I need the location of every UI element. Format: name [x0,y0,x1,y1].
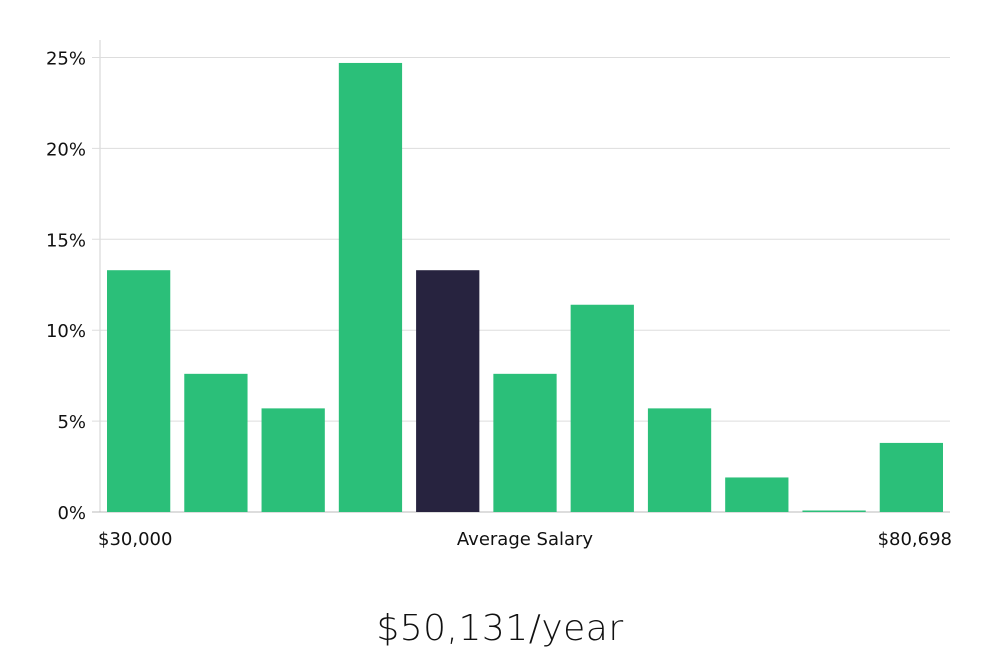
y-tick-label: 5% [57,412,86,433]
bar [879,442,943,512]
bar [107,270,171,512]
y-tick-label: 15% [46,230,86,251]
average-salary-value: $50,131/year [376,608,624,649]
x-label-min: $30,000 [98,529,173,550]
bar [725,477,789,512]
bar [493,373,557,512]
x-label-max: $80,698 [877,529,952,550]
bar-average-salary [416,270,480,512]
y-tick-label: 20% [46,139,86,160]
x-label-center: Average Salary [456,529,594,550]
bar [338,62,403,512]
y-tick-label: 0% [57,503,86,524]
bar [261,408,325,512]
bar [802,510,866,512]
bar [184,373,248,512]
bar [647,408,712,512]
y-tick-label: 10% [46,321,86,342]
y-tick-label: 25% [46,49,86,70]
salary-histogram: 0% 5% 10% 15% 20% 25% [46,40,950,524]
bar [570,304,634,512]
